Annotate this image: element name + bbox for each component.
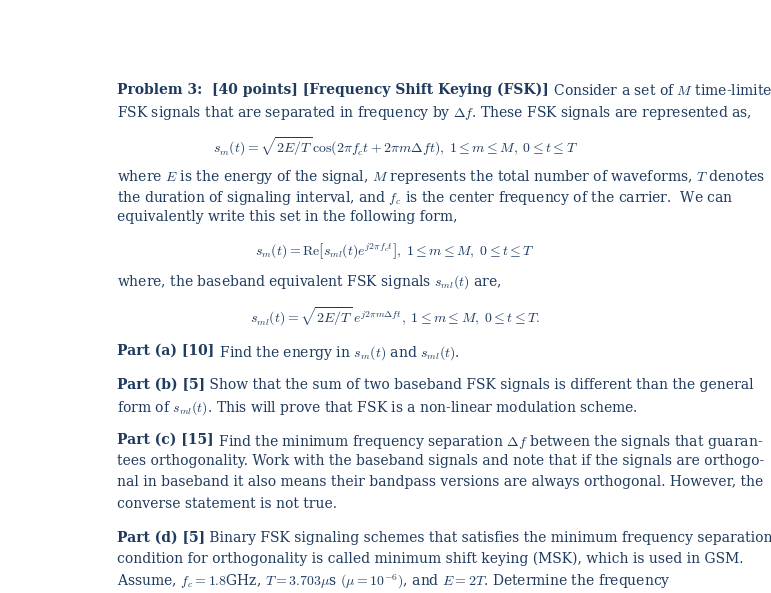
Text: where $E$ is the energy of the signal, $M$ represents the total number of wavefo: where $E$ is the energy of the signal, $… xyxy=(117,167,766,186)
Text: tees orthogonality. Work with the baseband signals and note that if the signals : tees orthogonality. Work with the baseba… xyxy=(117,454,765,468)
Text: converse statement is not true.: converse statement is not true. xyxy=(117,496,337,511)
Text: $s_m(t) = \sqrt{2E/T}\,\cos(2\pi f_c t + 2\pi m\Delta ft),\; 1 \leq m \leq M,\; : $s_m(t) = \sqrt{2E/T}\,\cos(2\pi f_c t +… xyxy=(213,136,577,158)
Text: Show that the sum of two baseband FSK signals is different than the general: Show that the sum of two baseband FSK si… xyxy=(205,378,754,392)
Text: $s_{ml}(t) = \sqrt{2E/T}\; e^{j2\pi m\Delta ft},\; 1 \leq m \leq M,\; 0 \leq t \: $s_{ml}(t) = \sqrt{2E/T}\; e^{j2\pi m\De… xyxy=(250,305,540,328)
Text: Part (b) [5]: Part (b) [5] xyxy=(117,378,205,392)
Text: Assume, $f_c = 1.8$GHz, $T = 3.703\mu$s $(\mu = 10^{-6})$, and $E = 2T$. Determi: Assume, $f_c = 1.8$GHz, $T = 3.703\mu$s … xyxy=(117,573,671,591)
Text: Consider a set of $M$ time-limited: Consider a set of $M$ time-limited xyxy=(549,82,771,98)
Text: Part (d) [5]: Part (d) [5] xyxy=(117,531,205,544)
Text: Part (c) [15]: Part (c) [15] xyxy=(117,433,214,447)
Text: where, the baseband equivalent FSK signals $s_{ml}(t)$ are,: where, the baseband equivalent FSK signa… xyxy=(117,273,502,291)
Text: the duration of signaling interval, and $f_c$ is the center frequency of the car: the duration of signaling interval, and … xyxy=(117,189,734,207)
Text: Find the minimum frequency separation $\Delta f$ between the signals that guaran: Find the minimum frequency separation $\… xyxy=(214,433,763,451)
Text: Find the energy in $s_m(t)$ and $s_{ml}(t)$.: Find the energy in $s_m(t)$ and $s_{ml}(… xyxy=(214,344,460,362)
Text: equivalently write this set in the following form,: equivalently write this set in the follo… xyxy=(117,210,458,224)
Text: condition for orthogonality is called minimum shift keying (MSK), which is used : condition for orthogonality is called mi… xyxy=(117,552,744,566)
Text: Part (a) [10]: Part (a) [10] xyxy=(117,344,214,358)
Text: nal in baseband it also means their bandpass versions are always orthogonal. How: nal in baseband it also means their band… xyxy=(117,476,763,489)
Text: Binary FSK signaling schemes that satisfies the minimum frequency separation: Binary FSK signaling schemes that satisf… xyxy=(205,531,771,544)
Text: Problem 3:  [40 points] [Frequency Shift Keying (FSK)]: Problem 3: [40 points] [Frequency Shift … xyxy=(117,82,549,97)
Text: $s_m(t) = \mathrm{Re}\left[s_{ml}(t)e^{j2\pi f_c t}\right],\; 1 \leq m \leq M,\;: $s_m(t) = \mathrm{Re}\left[s_{ml}(t)e^{j… xyxy=(255,242,535,262)
Text: FSK signals that are separated in frequency by $\Delta f$. These FSK signals are: FSK signals that are separated in freque… xyxy=(117,104,752,122)
Text: form of $s_{ml}(t)$. This will prove that FSK is a non-linear modulation scheme.: form of $s_{ml}(t)$. This will prove tha… xyxy=(117,399,638,417)
